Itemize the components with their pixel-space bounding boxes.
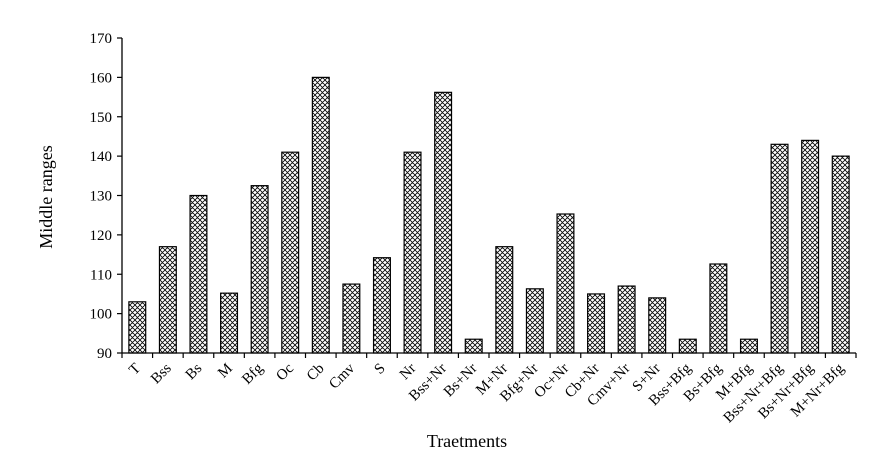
y-tick-label: 90 — [97, 346, 112, 362]
bar-bss-plus-bfg — [678, 338, 697, 354]
bar-m-plus-nr-plus-bfg — [831, 155, 850, 354]
y-tick-label: 100 — [90, 307, 113, 323]
bar-bss-plus-nr-plus-bfg — [770, 143, 789, 354]
bar-bs-plus-nr-plus-bfg — [801, 139, 820, 354]
bar-bs — [189, 194, 208, 354]
y-tick-label: 150 — [90, 110, 113, 126]
bar-bfg-plus-nr — [525, 288, 544, 354]
x-tick-label: Bss — [148, 360, 175, 387]
bar-cmv — [342, 283, 361, 354]
y-tick-label: 160 — [90, 70, 113, 86]
x-tick-label: Oc — [273, 360, 297, 384]
bar-bs-plus-nr — [464, 338, 483, 354]
x-tick-label: Cb — [304, 361, 328, 385]
x-tick-label: S — [372, 361, 389, 378]
bar-s — [372, 257, 391, 354]
y-tick-label: 170 — [90, 31, 113, 47]
x-tick-label: Bs — [183, 360, 206, 383]
bar-bss — [158, 246, 177, 354]
bar-bss-plus-nr — [434, 91, 453, 354]
bar-oc — [281, 151, 300, 354]
y-tick-label: 130 — [90, 189, 113, 205]
x-tick-label: M — [215, 361, 236, 382]
bar-m-plus-nr — [495, 246, 514, 354]
bar-t — [128, 301, 147, 354]
bar-oc-plus-nr — [556, 213, 575, 354]
bar-cmv-plus-nr — [617, 285, 636, 354]
x-tick-label: Nr — [397, 361, 420, 384]
bar-s-plus-nr — [648, 297, 667, 354]
bar-bs-plus-bfg — [709, 263, 728, 354]
bar-bfg — [250, 185, 269, 354]
bar-cb — [311, 76, 330, 354]
y-axis-label: Middle ranges — [36, 145, 56, 248]
bar-cb-plus-nr — [587, 293, 606, 354]
x-axis-label: Traetments — [427, 431, 507, 451]
bar-nr — [403, 151, 422, 354]
y-tick-label: 120 — [90, 228, 113, 244]
y-tick-label: 140 — [90, 149, 113, 165]
bar-m-plus-bfg — [739, 338, 758, 354]
x-tick-label: Bfg — [239, 360, 267, 388]
bar-m — [220, 292, 239, 354]
x-tick-label: Bs+Nr — [441, 361, 481, 401]
x-tick-label: T — [126, 361, 144, 379]
x-tick-label: Cmv — [326, 360, 358, 392]
y-tick-label: 110 — [90, 267, 112, 283]
